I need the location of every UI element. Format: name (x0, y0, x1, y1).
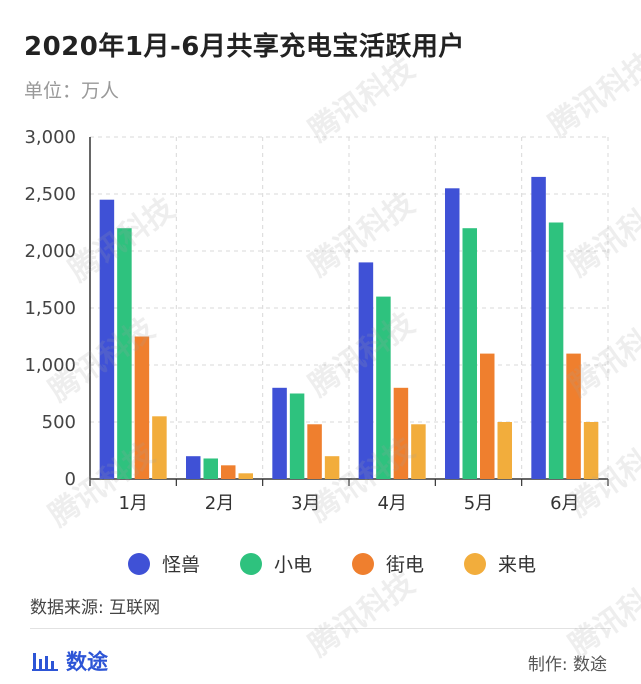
data-source: 数据来源: 互联网 (30, 598, 161, 618)
bar (497, 422, 512, 479)
legend-item-guaishou[interactable]: 怪兽 (128, 550, 200, 577)
legend-swatch (352, 552, 375, 575)
bar (238, 473, 253, 479)
legend-item-jiedian[interactable]: 街电 (352, 550, 424, 577)
legend-label: 街电 (386, 554, 425, 576)
unit-label: 单位：万人 (24, 80, 120, 102)
x-tick-label: 5月 (464, 493, 493, 514)
bar-chart: 0 500 1,000 1,500 2,000 2,500 3,000 1月 2月 3月 4月 5月 6… (24, 127, 609, 514)
bar (445, 188, 460, 480)
bar (186, 456, 201, 479)
bar-chart-icon (32, 653, 58, 671)
brand-name: 数途 (66, 650, 108, 674)
bar (152, 416, 167, 479)
legend-item-laidian[interactable]: 来电 (464, 550, 536, 577)
x-tick-label: 4月 (377, 493, 406, 514)
bar (272, 387, 287, 479)
bar (289, 393, 305, 479)
bar (324, 456, 340, 479)
x-tick-label: 6月 (550, 493, 579, 514)
bar (548, 222, 564, 479)
legend-label: 小电 (274, 554, 313, 576)
bar (480, 353, 495, 479)
y-tick-label: 2,500 (24, 184, 76, 205)
legend: 怪兽 小电 街电 来电 (128, 550, 536, 577)
bar (358, 262, 374, 479)
bar (221, 465, 236, 479)
bar (99, 199, 115, 479)
bar (566, 353, 581, 479)
y-tick-label: 0 (65, 469, 76, 490)
y-tick-label: 1,500 (24, 298, 76, 319)
bar (307, 424, 322, 479)
legend-swatch (240, 552, 263, 575)
bar (462, 228, 477, 479)
bar (411, 424, 426, 479)
bar (376, 296, 391, 479)
brand-logo[interactable]: 数途 (32, 646, 108, 676)
legend-label: 来电 (498, 554, 537, 576)
bar (134, 336, 150, 479)
legend-item-xiaodian[interactable]: 小电 (240, 550, 312, 577)
bar (531, 176, 546, 479)
y-tick-label: 3,000 (24, 127, 76, 148)
y-tick-label: 1,000 (24, 355, 76, 376)
bar (203, 458, 218, 479)
legend-swatch (128, 552, 150, 575)
chart-title: 2020年1月-6月共享充电宝活跃用户 (24, 32, 465, 62)
x-tick-label: 2月 (205, 493, 234, 514)
y-tick-label: 2,000 (24, 241, 76, 262)
watermark-text: 腾讯科技 (562, 566, 641, 664)
bar (117, 228, 132, 479)
legend-swatch (464, 552, 487, 575)
x-tick-label: 3月 (291, 493, 320, 514)
bar (583, 422, 599, 479)
footer-divider (30, 628, 611, 629)
credit: 制作: 数途 (527, 655, 607, 675)
legend-label: 怪兽 (162, 554, 201, 576)
x-tick-label: 1月 (118, 493, 147, 514)
bar (393, 387, 409, 479)
y-tick-label: 500 (42, 412, 76, 433)
